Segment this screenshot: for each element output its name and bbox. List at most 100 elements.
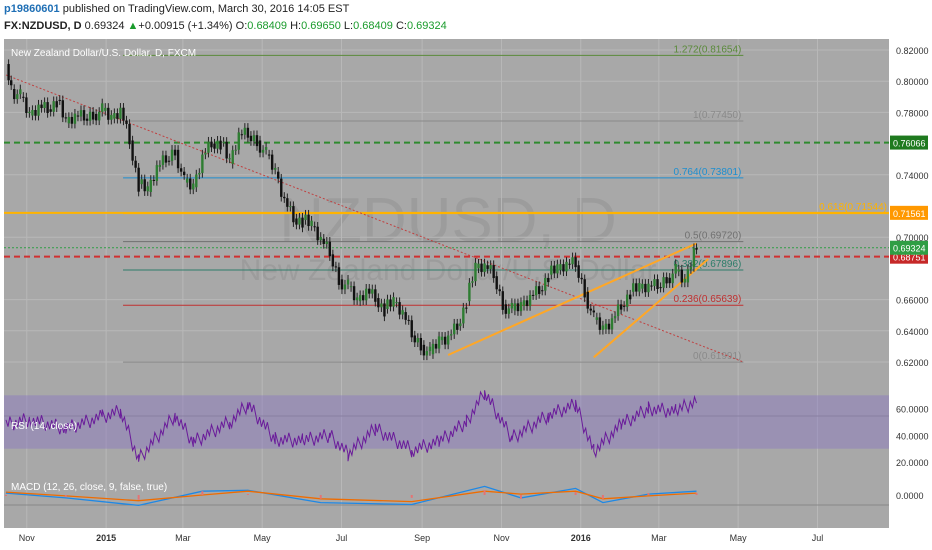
candle-body [91,111,95,120]
time-tick-label: May [254,533,272,543]
candle-body [462,307,465,324]
close-label: C: [395,20,407,32]
candle-body [550,265,553,275]
candle-body [185,178,189,183]
fib-level-label: 0(0.61991) [693,351,741,362]
candle-body [334,266,338,268]
fib-level-label: 0.236(0.65639) [674,294,742,305]
main-legend[interactable]: New Zealand Dollar/U.S. Dollar, D, FXCM [11,48,196,59]
up-arrow-icon: ▲ [127,20,139,32]
candle-body [16,94,19,100]
price-tick-label: 0.70000 [896,233,929,243]
candle-body [28,111,31,114]
candle-body [304,214,307,221]
candle-body [537,286,541,294]
candle-body [689,267,693,270]
candle-body [547,277,550,283]
candle-body [319,236,322,241]
candle-body [173,149,177,156]
candle-body [413,335,416,343]
candle-body [258,140,262,153]
rsi-pane[interactable]: RSI (14, close) [4,390,889,462]
candle-body [635,283,638,292]
candle-body [601,325,605,330]
candle-body [659,287,662,289]
main-pane[interactable]: NZDUSD, D New Zealand Dollar/U.S. Dollar… [4,39,928,528]
trendline[interactable] [593,258,709,359]
price-candles [7,59,698,361]
price-badge [890,135,928,150]
candle-body [170,149,174,161]
candle-body [610,318,614,330]
fib-level-label: 0.382(0.67896) [674,259,742,270]
candle-body [489,265,492,269]
candle-body [101,103,104,112]
candle-body [76,115,80,117]
candle-body [325,241,328,244]
price-badge-label: 0.71561 [893,209,926,219]
candle-body [88,111,92,121]
candle-body [207,141,210,153]
macd-histogram-bar [647,493,650,495]
candle-body [146,186,149,192]
macd-histogram-bar [137,495,140,500]
candle-body [677,269,680,272]
candle-body [647,283,650,293]
rsi-legend[interactable]: RSI (14, close) [11,421,77,432]
candle-body [252,135,256,142]
candle-body [79,110,83,117]
candle-body [513,303,517,311]
candle-body [365,288,368,301]
candle-body [149,179,152,192]
username-link[interactable]: p19860601 [4,3,60,15]
candle-body [292,206,295,223]
price-change: +0.00915 (+1.34%) [138,20,233,32]
candle-body [222,141,225,143]
candle-body [456,323,459,330]
candle-body [328,241,332,257]
candle-body [31,110,34,116]
symbol-watermark: NZDUSD, D [279,186,617,255]
candle-body [307,214,310,227]
candle-body [583,279,586,298]
candle-body [277,171,280,179]
candle-body [665,277,668,284]
candle-body [176,149,180,169]
candle-body [283,196,286,199]
candle-body [97,111,101,121]
time-axis[interactable] [0,528,932,550]
macd-legend[interactable]: MACD (12, 26, close, 9, false, true) [11,482,167,493]
candle-body [225,141,228,159]
fib-level-label: 0.764(0.73801) [674,167,742,178]
candle-body [622,305,626,307]
open-value: 0.68409 [247,20,288,32]
high-value: 0.69650 [301,20,341,32]
publish-info: published on TradingView.com, March 30, … [59,3,350,15]
candle-body [568,263,571,265]
candle-body [361,295,365,301]
price-badge-label: 0.68751 [893,253,926,263]
chart-canvas[interactable]: NZDUSD, D New Zealand Dollar/U.S. Dollar… [0,36,932,550]
candle-body [471,281,474,283]
trendlines[interactable] [5,74,744,363]
candle-body [322,238,325,244]
macd-histogram-bar [601,495,604,499]
candle-body [249,135,253,142]
rsi-line [5,390,697,462]
candle-body [55,101,58,108]
candle-body [40,104,43,109]
candle-body [613,316,617,319]
trendline[interactable] [447,242,697,356]
candle-body [219,140,222,150]
macd-pane[interactable]: MACD (12, 26, close, 9, false, true) [5,482,698,507]
candle-body [449,334,453,336]
candle-body [358,295,362,302]
candle-body [204,152,207,155]
candle-body [395,302,398,304]
candle-body [52,101,55,112]
rsi-tick-label: 40.0000 [896,431,929,441]
candle-body [656,279,659,289]
price-axis[interactable] [889,36,932,550]
candle-body [668,277,671,284]
